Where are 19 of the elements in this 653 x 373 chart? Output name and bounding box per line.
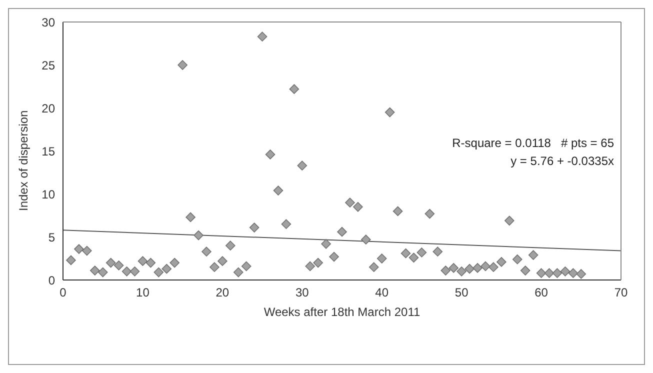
y-tick-label: 30: [42, 15, 56, 30]
x-tick-label: 10: [136, 286, 150, 300]
x-tick-label: 30: [295, 286, 310, 300]
y-tick-label: 20: [42, 101, 56, 116]
x-tick-label: 40: [375, 286, 389, 300]
y-tick-label: 10: [42, 187, 56, 202]
x-axis-title: Weeks after 18th March 2011: [264, 305, 420, 319]
y-tick-label: 5: [48, 230, 56, 244]
annotation: y = 5.76 + -0.0335x: [510, 153, 614, 170]
y-axis-title: Index of dispersion: [16, 110, 30, 211]
x-tick-label: 0: [60, 286, 67, 300]
annotation: R-square = 0.0118 # pts = 65: [452, 135, 614, 152]
y-tick-label: 0: [48, 273, 56, 288]
x-tick-label: 50: [454, 286, 469, 300]
x-tick-label: 70: [614, 286, 628, 300]
x-tick-label: 60: [534, 286, 548, 300]
x-tick-label: 20: [216, 286, 230, 300]
y-tick-label: 15: [42, 144, 56, 158]
y-tick-label: 25: [42, 58, 56, 72]
